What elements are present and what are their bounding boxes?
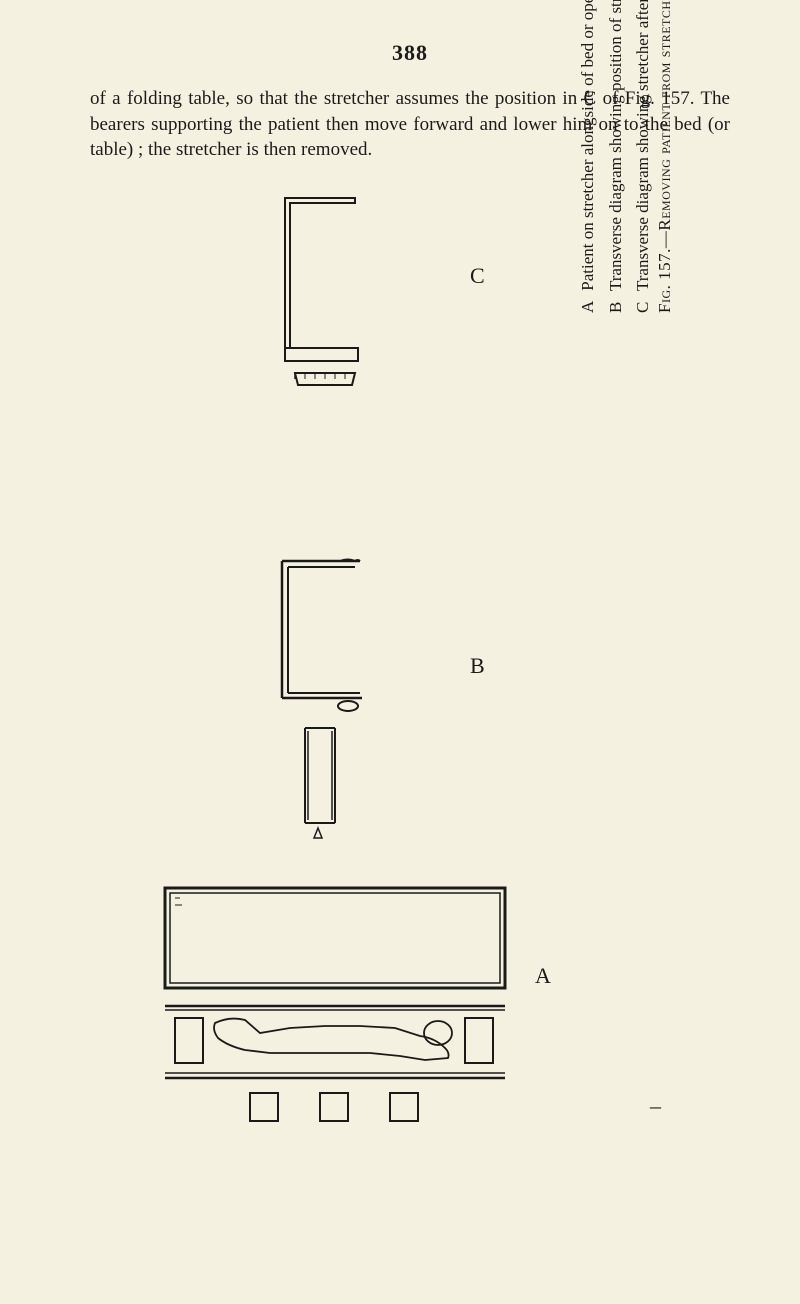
- dash-mark: –: [650, 1093, 661, 1119]
- label-c: C: [470, 263, 485, 289]
- diagram-b-bottom: [300, 723, 340, 843]
- diagram-b-top: [270, 553, 370, 713]
- figure-157: C: [90, 193, 730, 1173]
- figure-legend: A Patient on stretcher alongside of bed …: [575, 0, 658, 313]
- figure-caption: Fig. 157.—Removing patient from stretche…: [652, 0, 678, 313]
- diagram-a-table: [160, 883, 510, 993]
- label-a: A: [535, 963, 551, 989]
- diagram-a-stretcher: [160, 998, 510, 1128]
- label-b: B: [470, 653, 485, 679]
- diagram-c: [270, 193, 365, 393]
